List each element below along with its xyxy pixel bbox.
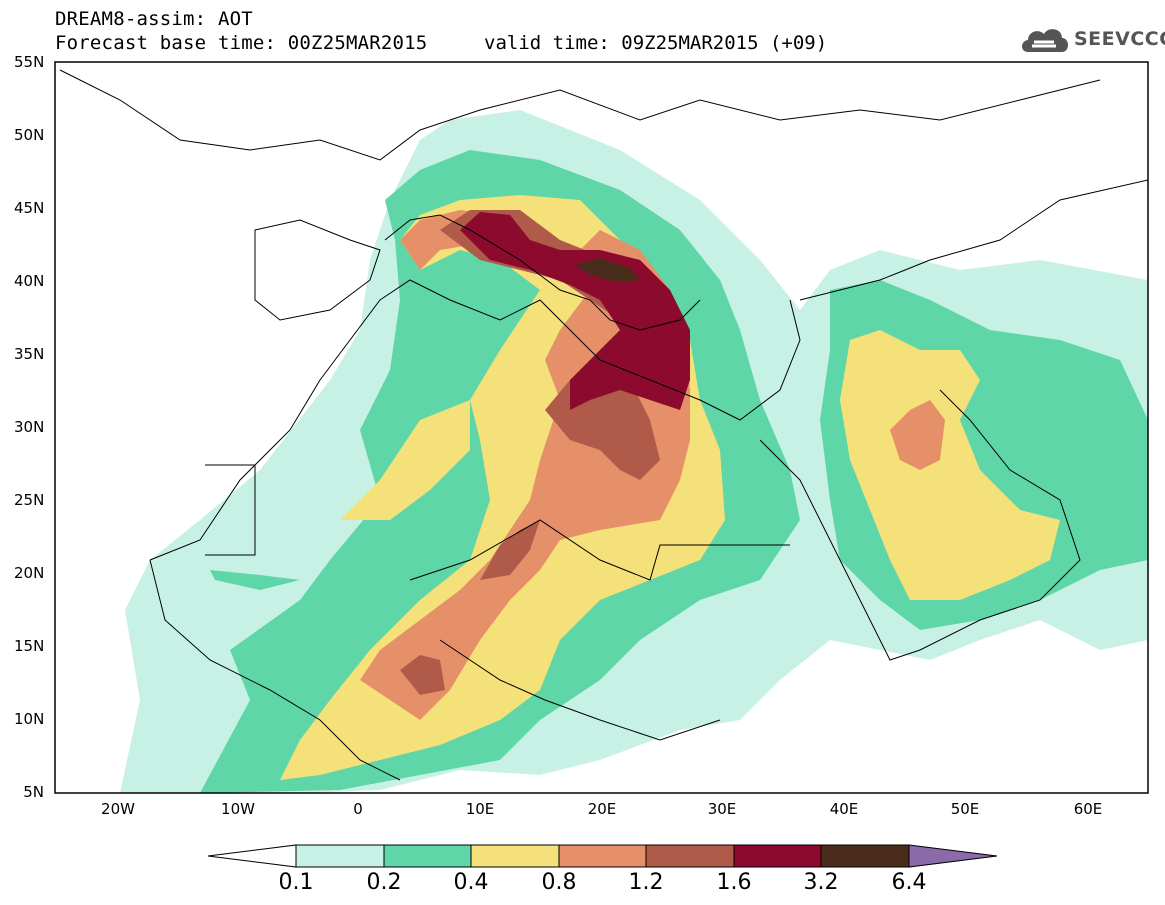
colorbar-segment-0.4 bbox=[470, 844, 560, 868]
aot-level-3.2 bbox=[575, 258, 640, 282]
seevccc-logo: SEEVCCC bbox=[1018, 22, 1165, 58]
aot-level-1.2 bbox=[400, 210, 660, 695]
colorbar-label: 3.2 bbox=[803, 870, 839, 895]
lon-label: 50E bbox=[950, 800, 980, 818]
colorbar-segment-0.8 bbox=[558, 844, 647, 868]
lon-label: 10W bbox=[221, 800, 255, 818]
colorbar-label: 0.8 bbox=[541, 870, 577, 895]
lat-label: 30N bbox=[14, 418, 45, 436]
colorbar-label: 1.6 bbox=[716, 870, 752, 895]
lat-label: 55N bbox=[14, 53, 45, 71]
coastlines bbox=[59, 69, 1148, 781]
lat-label: 35N bbox=[14, 345, 45, 363]
colorbar-segment-1.6 bbox=[733, 844, 822, 868]
lon-label: 40E bbox=[829, 800, 859, 818]
colorbar-label: 1.2 bbox=[628, 870, 664, 895]
lon-label: 10E bbox=[465, 800, 495, 818]
lon-label: 20W bbox=[101, 800, 135, 818]
lat-label: 40N bbox=[14, 272, 45, 290]
lon-label: 20E bbox=[587, 800, 617, 818]
lat-label: 50N bbox=[14, 126, 45, 144]
map-title: DREAM8-assim: AOT bbox=[55, 8, 253, 30]
lon-label: 30E bbox=[707, 800, 737, 818]
colorbar-upper-arrow bbox=[908, 844, 998, 868]
aot-field bbox=[120, 110, 1148, 793]
colorbar-label: 0.4 bbox=[453, 870, 489, 895]
map-frame bbox=[54, 61, 1149, 794]
colorbar-lower-arrow bbox=[207, 844, 297, 868]
valid-time: valid time: 09Z25MAR2015 (+09) bbox=[484, 32, 828, 54]
lat-label: 20N bbox=[14, 564, 45, 582]
logo-text: SEEVCCC bbox=[1074, 28, 1165, 50]
colorbar-label: 6.4 bbox=[891, 870, 927, 895]
forecast-base-time: Forecast base time: 00Z25MAR2015 bbox=[55, 32, 428, 54]
colorbar bbox=[207, 844, 998, 868]
lat-label: 45N bbox=[14, 199, 45, 217]
aot-level-1.6 bbox=[460, 212, 690, 410]
colorbar-label: 0.2 bbox=[366, 870, 402, 895]
lat-label: 10N bbox=[14, 710, 45, 728]
lat-label: 25N bbox=[14, 491, 45, 509]
colorbar-segment-0.2 bbox=[383, 844, 472, 868]
lon-label: 60E bbox=[1073, 800, 1103, 818]
colorbar-label: 0.1 bbox=[278, 870, 314, 895]
lon-label: 0 bbox=[353, 800, 363, 818]
cloud-logo-icon bbox=[1022, 29, 1068, 52]
colorbar-segment-1.2 bbox=[645, 844, 735, 868]
colorbar-segment-0.1 bbox=[295, 844, 385, 868]
colorbar-segment-3.2 bbox=[820, 844, 910, 868]
lat-label: 5N bbox=[23, 783, 44, 801]
lat-label: 15N bbox=[14, 637, 45, 655]
